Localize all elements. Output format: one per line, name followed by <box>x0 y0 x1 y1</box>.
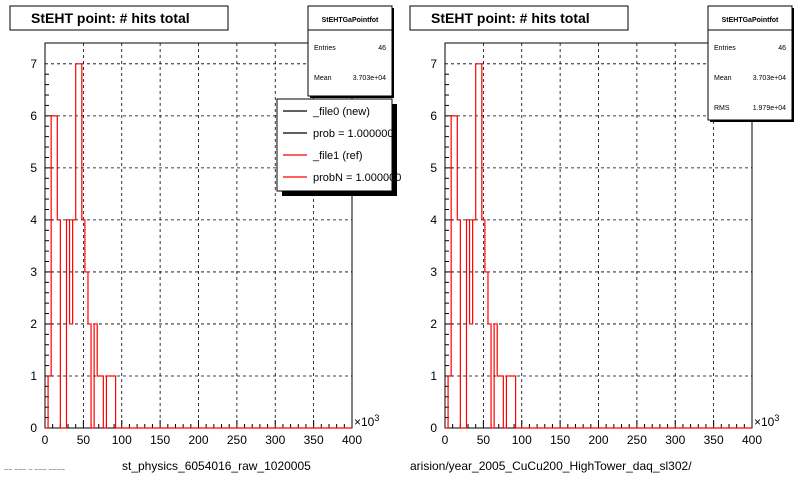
legend-label: prob = 1.000000 <box>313 128 393 140</box>
y-tick-label: 0 <box>430 421 437 435</box>
x-tick-label: 50 <box>477 433 491 447</box>
x-tick-label: 50 <box>77 433 91 447</box>
title-box <box>409 5 629 31</box>
legend-label: probN = 1.000000 <box>313 172 401 184</box>
histogram-series <box>45 63 352 429</box>
stats-box-title: StEHTGaPointfot <box>722 17 779 24</box>
y-tick-label: 3 <box>430 265 437 279</box>
chart-panel-1: 0 50 100 150 200 250 300 350 400 0 1 2 3 4 5 6 7 ×103 StEH… <box>9 5 401 447</box>
x-tick-label: 350 <box>304 433 324 447</box>
corner-text: ~~ ~~~ ~ ~~~ ~~~~ <box>4 467 65 474</box>
x-tick-label: 250 <box>627 433 647 447</box>
stats-row-value: 1.979e+04 <box>753 105 786 112</box>
y-tick-label: 1 <box>430 369 437 383</box>
x-tick-label: 300 <box>665 433 685 447</box>
legend-label: _file0 (new) <box>312 106 370 118</box>
stats-row-label: Mean <box>314 75 332 82</box>
x-tick-label: 0 <box>42 433 49 447</box>
chart-title: StEHT point: # hits total <box>31 10 190 26</box>
x-tick-label: 100 <box>512 433 532 447</box>
y-tick-label: 5 <box>430 161 437 175</box>
y-tick-label: 3 <box>30 265 37 279</box>
stats-row-label: Mean <box>714 75 732 82</box>
histogram-series <box>445 63 752 429</box>
y-tick-label: 5 <box>30 161 37 175</box>
x-tick-label: 400 <box>742 433 762 447</box>
x-tick-label: 150 <box>550 433 570 447</box>
stats-row-value: 3.703e+04 <box>753 75 786 82</box>
x-tick-label: 250 <box>227 433 247 447</box>
right-file-caption: arision/year_2005_CuCu200_HighTower_daq_… <box>410 459 692 473</box>
y-tick-label: 0 <box>30 421 37 435</box>
y-tick-label: 7 <box>430 57 437 71</box>
x-tick-label: 200 <box>588 433 608 447</box>
chart-panel-2: 0 50 100 150 200 250 300 350 400 0 1 2 3 4 5 6 7 ×103 StEH… <box>409 5 794 447</box>
left-file-caption: st_physics_6054016_raw_1020005 <box>122 459 311 473</box>
x-tick-label: 350 <box>704 433 724 447</box>
x-tick-label: 400 <box>342 433 362 447</box>
y-tick-label: 2 <box>30 317 37 331</box>
y-tick-label: 6 <box>30 109 37 123</box>
x-tick-label: 100 <box>112 433 132 447</box>
y-tick-label: 1 <box>30 369 37 383</box>
legend-label: _file1 (ref) <box>312 150 363 162</box>
x-tick-label: 300 <box>265 433 285 447</box>
chart-title: StEHT point: # hits total <box>431 10 590 26</box>
stats-row-value: 46 <box>778 45 786 52</box>
x-tick-label: 200 <box>188 433 208 447</box>
y-tick-label: 4 <box>430 213 437 227</box>
y-tick-label: 6 <box>430 109 437 123</box>
stats-box <box>307 5 393 97</box>
stats-box-title: StEHTGaPointfot <box>322 17 379 24</box>
x-tick-label: 0 <box>442 433 449 447</box>
stats-row-value: 3.703e+04 <box>353 75 386 82</box>
stats-row-label: Entries <box>714 45 736 52</box>
y-tick-label: 2 <box>430 317 437 331</box>
stats-row-label: Entries <box>314 45 336 52</box>
y-tick-label: 7 <box>30 57 37 71</box>
stats-row-value: 46 <box>378 45 386 52</box>
y-tick-label: 4 <box>30 213 37 227</box>
x-tick-label: 150 <box>150 433 170 447</box>
legend-box <box>276 98 393 192</box>
x-exponent-label: ×103 <box>754 413 779 429</box>
stats-row-label: RMS <box>714 105 730 112</box>
stats-box <box>707 5 793 121</box>
title-box <box>9 5 229 31</box>
x-exponent-label: ×103 <box>354 413 379 429</box>
